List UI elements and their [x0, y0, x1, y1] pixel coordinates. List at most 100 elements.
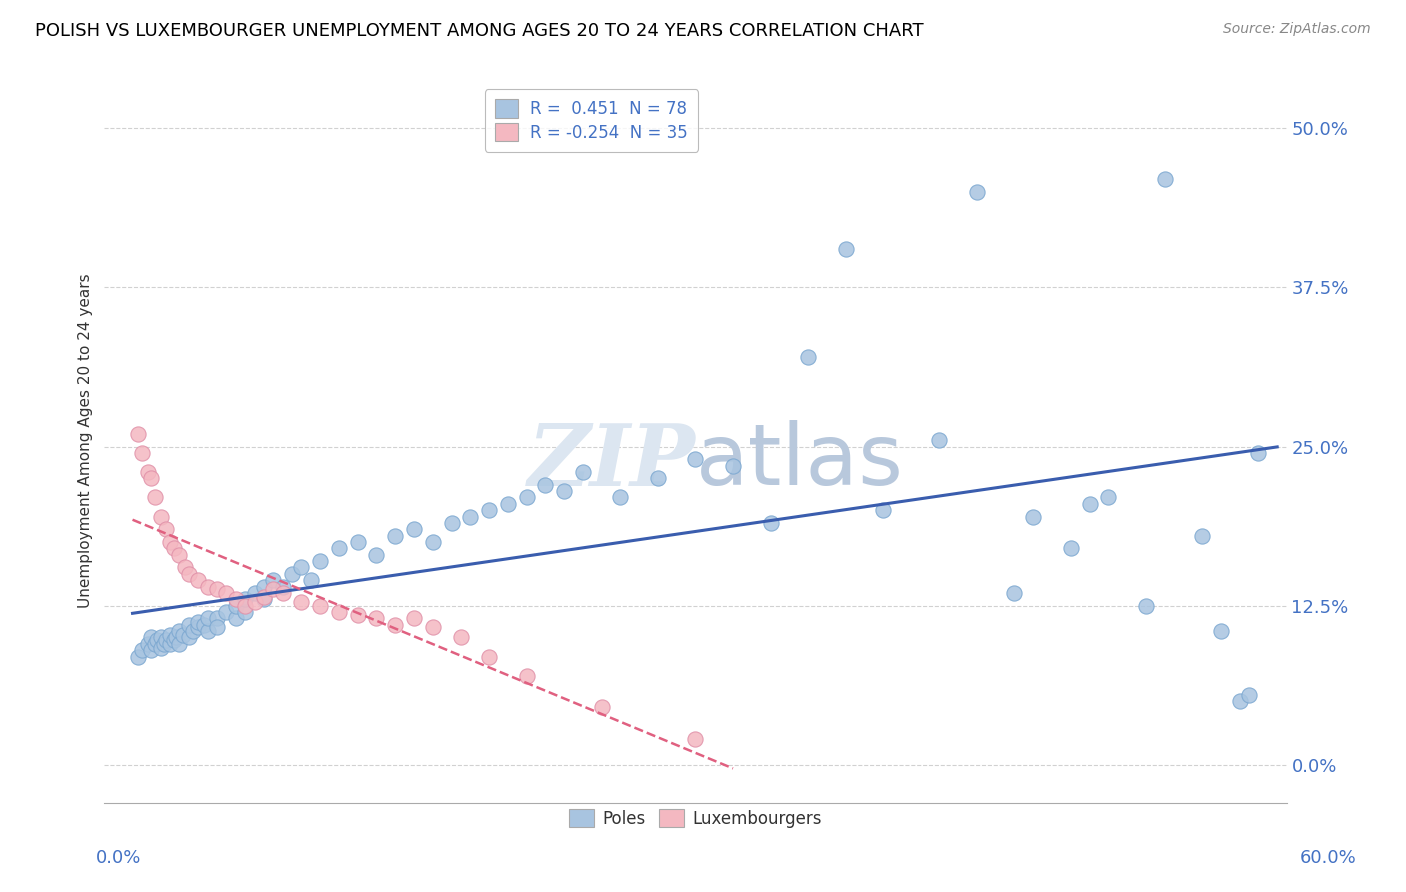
- Point: [1004, 586, 1026, 600]
- Point: [253, 580, 276, 594]
- Point: [197, 580, 219, 594]
- Point: [384, 617, 406, 632]
- Point: [1237, 688, 1260, 702]
- Point: [422, 535, 444, 549]
- Point: [685, 732, 707, 747]
- Point: [243, 595, 266, 609]
- Point: [136, 637, 159, 651]
- Point: [647, 471, 669, 485]
- Point: [127, 426, 149, 441]
- Point: [271, 586, 294, 600]
- Point: [215, 605, 238, 619]
- Point: [553, 484, 575, 499]
- Point: [299, 573, 322, 587]
- Point: [834, 242, 856, 256]
- Point: [233, 592, 256, 607]
- Point: [1022, 509, 1045, 524]
- Point: [136, 465, 159, 479]
- Point: [572, 465, 595, 479]
- Point: [516, 491, 538, 505]
- Point: [797, 351, 820, 365]
- Point: [127, 649, 149, 664]
- Text: 60.0%: 60.0%: [1301, 849, 1357, 867]
- Point: [1191, 529, 1213, 543]
- Point: [1229, 694, 1251, 708]
- Point: [534, 477, 557, 491]
- Point: [181, 624, 204, 639]
- Point: [872, 503, 894, 517]
- Legend: Poles, Luxembourgers: Poles, Luxembourgers: [562, 803, 828, 835]
- Point: [146, 633, 169, 648]
- Point: [169, 637, 191, 651]
- Point: [177, 617, 200, 632]
- Point: [225, 592, 247, 607]
- Point: [163, 633, 186, 648]
- Point: [131, 643, 153, 657]
- Text: 0.0%: 0.0%: [96, 849, 141, 867]
- Point: [169, 548, 191, 562]
- Point: [384, 529, 406, 543]
- Point: [328, 605, 350, 619]
- Point: [197, 611, 219, 625]
- Point: [346, 607, 368, 622]
- Point: [159, 628, 181, 642]
- Point: [1097, 491, 1119, 505]
- Point: [290, 560, 312, 574]
- Point: [290, 595, 312, 609]
- Point: [440, 516, 463, 530]
- Point: [197, 624, 219, 639]
- Point: [225, 611, 247, 625]
- Point: [149, 631, 172, 645]
- Point: [165, 631, 187, 645]
- Point: [309, 599, 332, 613]
- Point: [721, 458, 744, 473]
- Text: POLISH VS LUXEMBOURGER UNEMPLOYMENT AMONG AGES 20 TO 24 YEARS CORRELATION CHART: POLISH VS LUXEMBOURGER UNEMPLOYMENT AMON…: [35, 22, 924, 40]
- Point: [346, 535, 368, 549]
- Point: [309, 554, 332, 568]
- Point: [153, 637, 176, 651]
- Point: [233, 599, 256, 613]
- Point: [1153, 172, 1175, 186]
- Point: [271, 580, 294, 594]
- Point: [177, 566, 200, 581]
- Point: [496, 497, 519, 511]
- Point: [516, 668, 538, 682]
- Point: [131, 446, 153, 460]
- Point: [149, 640, 172, 655]
- Point: [141, 643, 163, 657]
- Point: [159, 535, 181, 549]
- Point: [366, 611, 388, 625]
- Point: [328, 541, 350, 556]
- Point: [685, 452, 707, 467]
- Point: [1209, 624, 1232, 639]
- Point: [1060, 541, 1083, 556]
- Point: [193, 617, 215, 632]
- Point: [253, 590, 276, 604]
- Point: [187, 615, 209, 630]
- Point: [1135, 599, 1157, 613]
- Point: [402, 522, 425, 536]
- Point: [422, 620, 444, 634]
- Point: [177, 631, 200, 645]
- Point: [187, 573, 209, 587]
- Point: [163, 541, 186, 556]
- Point: [458, 509, 481, 524]
- Point: [159, 637, 181, 651]
- Point: [591, 700, 613, 714]
- Point: [205, 620, 228, 634]
- Point: [149, 509, 172, 524]
- Point: [759, 516, 782, 530]
- Point: [155, 522, 177, 536]
- Point: [169, 624, 191, 639]
- Point: [174, 560, 197, 574]
- Y-axis label: Unemployment Among Ages 20 to 24 years: Unemployment Among Ages 20 to 24 years: [79, 273, 93, 607]
- Point: [609, 491, 631, 505]
- Point: [966, 185, 988, 199]
- Point: [155, 633, 177, 648]
- Text: Source: ZipAtlas.com: Source: ZipAtlas.com: [1223, 22, 1371, 37]
- Point: [928, 433, 950, 447]
- Point: [1078, 497, 1101, 511]
- Point: [141, 471, 163, 485]
- Point: [225, 599, 247, 613]
- Point: [172, 628, 194, 642]
